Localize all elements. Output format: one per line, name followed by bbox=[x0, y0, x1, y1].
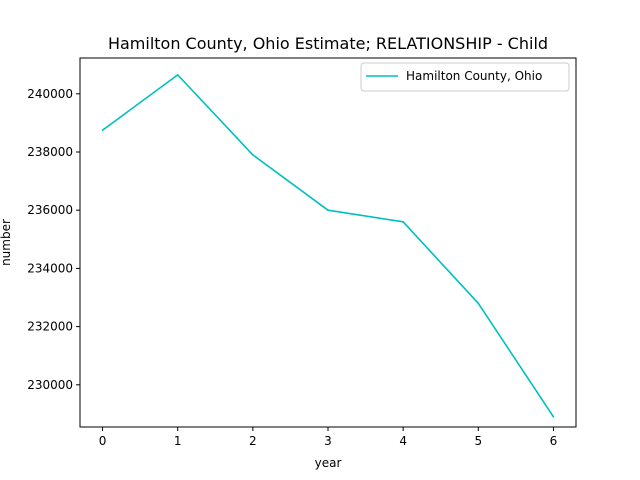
legend-label: Hamilton County, Ohio bbox=[406, 69, 542, 83]
x-tick-label: 5 bbox=[474, 434, 482, 448]
chart-title: Hamilton County, Ohio Estimate; RELATION… bbox=[108, 34, 548, 53]
legend: Hamilton County, Ohio bbox=[360, 62, 570, 92]
data-point bbox=[477, 302, 480, 305]
x-tick-label: 4 bbox=[399, 434, 407, 448]
y-tick-label: 236000 bbox=[27, 203, 73, 217]
y-tick-label: 232000 bbox=[27, 320, 73, 334]
x-tick-label: 3 bbox=[324, 434, 332, 448]
x-tick-label: 2 bbox=[249, 434, 257, 448]
y-tick-label: 234000 bbox=[27, 261, 73, 275]
data-point bbox=[402, 221, 404, 223]
data-point bbox=[101, 129, 104, 131]
y-axis: 230000 232000 234000 236000 238000 240000 bbox=[27, 87, 80, 392]
x-tick-label: 0 bbox=[99, 434, 107, 448]
y-axis-label: number bbox=[0, 219, 13, 266]
y-tick-label: 240000 bbox=[27, 87, 73, 101]
series-group bbox=[101, 74, 555, 418]
x-axis: 0 1 2 3 4 5 6 bbox=[99, 427, 558, 448]
plot-area bbox=[80, 58, 576, 427]
y-tick-label: 238000 bbox=[27, 145, 73, 159]
legend-box bbox=[360, 62, 570, 92]
data-point bbox=[327, 209, 329, 211]
x-axis-label: year bbox=[315, 456, 342, 470]
plot-frame bbox=[79, 57, 577, 428]
x-tick-label: 6 bbox=[550, 434, 558, 448]
data-point bbox=[552, 416, 555, 418]
x-tick-label: 1 bbox=[174, 434, 182, 448]
data-point bbox=[176, 74, 179, 76]
y-tick-label: 230000 bbox=[27, 378, 73, 392]
data-point bbox=[252, 154, 254, 156]
